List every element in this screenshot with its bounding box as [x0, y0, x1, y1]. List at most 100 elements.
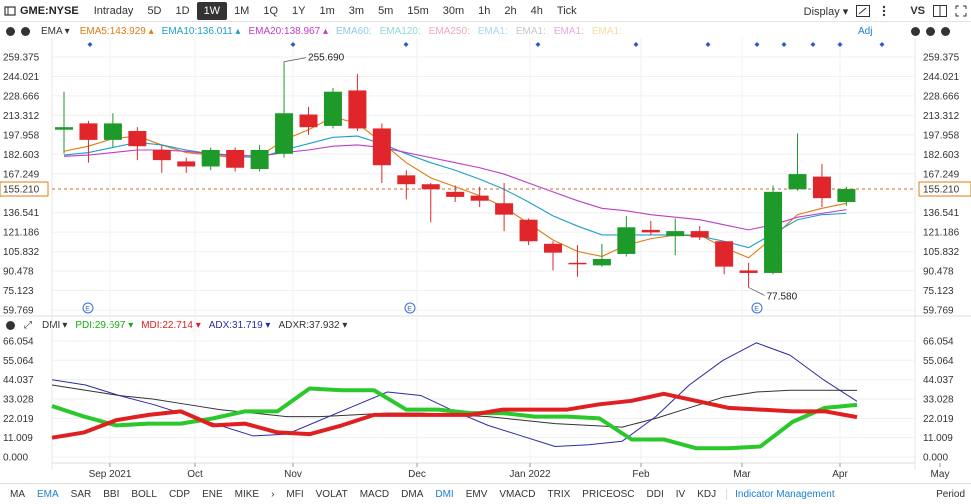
interval-tab-1d[interactable]: 1D	[175, 4, 190, 17]
ema-label-1: EMA10:136.011 ▴	[161, 25, 241, 37]
compare-button[interactable]: VS	[910, 5, 925, 17]
scroll-right-icon[interactable]: ›	[271, 488, 275, 500]
interval-tab-5m[interactable]: 5m	[378, 4, 394, 17]
interval-tab-1m[interactable]: 1m	[319, 4, 335, 17]
maximize-pane-icon[interactable]	[911, 26, 920, 36]
event-marker-icon	[82, 302, 94, 314]
chevron-down-icon[interactable]: ▾	[62, 319, 68, 331]
high-leader	[283, 57, 307, 63]
interval-tab-4h[interactable]: 4h	[530, 4, 543, 17]
dmi-tick-right: 0.000	[923, 453, 948, 464]
sub-settings-icon[interactable]	[6, 320, 15, 330]
x-label: Nov	[284, 469, 302, 480]
indicator-bbi[interactable]: BBI	[103, 488, 120, 500]
layout-icon[interactable]	[933, 5, 947, 17]
chevron-down-icon[interactable]: ▾	[64, 25, 70, 37]
interval-tab-15m[interactable]: 15m	[407, 4, 429, 17]
interval-tab-1m[interactable]: 1M	[234, 4, 250, 17]
indicator-ene[interactable]: ENE	[202, 488, 223, 500]
interval-tab-1w[interactable]: 1W	[196, 1, 228, 20]
more-icon[interactable]	[878, 5, 890, 17]
dmi-label-mdi: MDI:22.714 ▾	[141, 319, 201, 331]
sub-indicator-row: ⤢ DMI ▾ PDI:29.697 ▾ MDI:22.714 ▾ ADX:31.7…	[0, 317, 971, 333]
interval-tab-1h[interactable]: 1h	[478, 4, 491, 17]
price-tick-right: 59.769	[923, 306, 954, 317]
main-indicator-name[interactable]: EMA	[41, 25, 63, 37]
ticker-selector[interactable]: GME:NYSE	[4, 5, 79, 17]
expand-icon[interactable]: ⤢	[24, 319, 32, 331]
dmi-line-pdi	[51, 386, 858, 451]
x-label: Sep 2021	[89, 469, 132, 480]
interval-tab-3m[interactable]: 3m	[348, 4, 365, 17]
diamond-marker-icon	[403, 42, 409, 47]
diamond-marker-icon	[633, 42, 639, 47]
candle-body	[177, 161, 196, 167]
display-dropdown[interactable]: Display ▾	[803, 5, 849, 18]
interval-tab-intraday[interactable]: Intraday	[93, 4, 134, 17]
x-axis: Sep 2021 Oct Nov Dec Jan 2022 Feb Mar Apr May	[89, 463, 950, 480]
interval-tab-tick[interactable]: Tick	[556, 4, 577, 17]
indicator-mike[interactable]: MIKE	[234, 488, 260, 500]
interval-tab-1y[interactable]: 1Y	[292, 4, 306, 17]
dmi-tick-right: 22.019	[923, 414, 954, 425]
indicator-management-button[interactable]: Indicator Management	[726, 488, 835, 500]
indicator-dma[interactable]: DMA	[401, 488, 424, 500]
current-price-badge-left	[0, 181, 49, 197]
indicator-iv[interactable]: IV	[675, 488, 686, 500]
draw-icon[interactable]	[856, 5, 871, 17]
indicator-dmi[interactable]: DMI	[435, 488, 454, 500]
indicator-cdp[interactable]: CDP	[168, 488, 191, 500]
candle-body	[788, 174, 807, 190]
indicator-boll[interactable]: BOLL	[131, 488, 157, 500]
settings-icon[interactable]	[6, 26, 15, 36]
x-label: Dec	[408, 469, 426, 480]
period-button[interactable]: Period	[936, 488, 965, 500]
adj-button[interactable]: Adj	[858, 25, 873, 37]
dmi-line-mdi	[51, 391, 858, 440]
ema-label-9: EMA1:	[591, 25, 622, 37]
low-leader	[748, 287, 765, 296]
candle-body	[495, 203, 514, 215]
hide-icon[interactable]	[21, 26, 30, 36]
close-pane-icon[interactable]	[941, 26, 950, 36]
dmi-tick-right: 44.037	[923, 375, 954, 386]
interval-tab-5d[interactable]: 5D	[147, 4, 162, 17]
indicator-kdj[interactable]: KDJ	[697, 488, 717, 500]
indicator-ema[interactable]: EMA	[37, 488, 59, 500]
diamond-marker-icon	[810, 42, 816, 47]
price-tick-right: 136.541	[923, 208, 960, 219]
indicator-macd[interactable]: MACD	[359, 488, 390, 500]
indicator-volat[interactable]: VOLAT	[315, 488, 348, 500]
indicator-priceosc[interactable]: PRICEOSC	[582, 488, 635, 500]
candle-body	[617, 227, 636, 254]
chart-area[interactable]: 259.375 259.375 244.021 244.021 228.666 228.6…	[0, 0, 971, 483]
interval-tab-2h[interactable]: 2h	[504, 4, 517, 17]
diamond-marker-icon	[535, 42, 541, 47]
x-label: May	[931, 469, 950, 480]
x-label: Mar	[733, 469, 751, 480]
interval-tabs: Intraday 5D 1D 1W 1M 1Q 1Y 1m 3m 5m 15m 30m 1h 2h 4h Ti…	[87, 1, 584, 20]
interval-tab-30m[interactable]: 30m	[442, 4, 465, 17]
price-tick-left: 197.958	[3, 130, 40, 141]
candle-body	[397, 175, 416, 185]
indicator-vmacd[interactable]: VMACD	[499, 488, 536, 500]
indicator-mfi[interactable]: MFI	[286, 488, 304, 500]
event-marker-label: E	[754, 306, 759, 313]
indicator-trix[interactable]: TRIX	[547, 488, 571, 500]
minimize-pane-icon[interactable]	[926, 26, 935, 36]
dmi-tick-right: 11.009	[923, 433, 953, 444]
interval-tab-1q[interactable]: 1Q	[263, 4, 279, 17]
fullscreen-icon[interactable]	[955, 5, 967, 17]
indicator-emv[interactable]: EMV	[465, 488, 488, 500]
indicator-sar[interactable]: SAR	[70, 488, 92, 500]
dmi-line-adx	[51, 342, 858, 447]
ema-label-6: EMA1:	[477, 25, 508, 37]
indicator-ma[interactable]: MA	[10, 488, 25, 500]
indicator-list: MA EMA SAR BBI BOLL CDP ENE MIKE › MFI VOLAT MACD DM…	[4, 489, 722, 500]
event-marker-label: E	[85, 306, 90, 313]
sub-indicator-name[interactable]: DMI	[42, 319, 61, 331]
indicator-ddi[interactable]: DDI	[646, 488, 664, 500]
price-tick-left: 259.375	[3, 53, 40, 64]
low-annotation: 77.580	[767, 291, 798, 302]
dmi-tick-left: 55.064	[3, 356, 34, 367]
